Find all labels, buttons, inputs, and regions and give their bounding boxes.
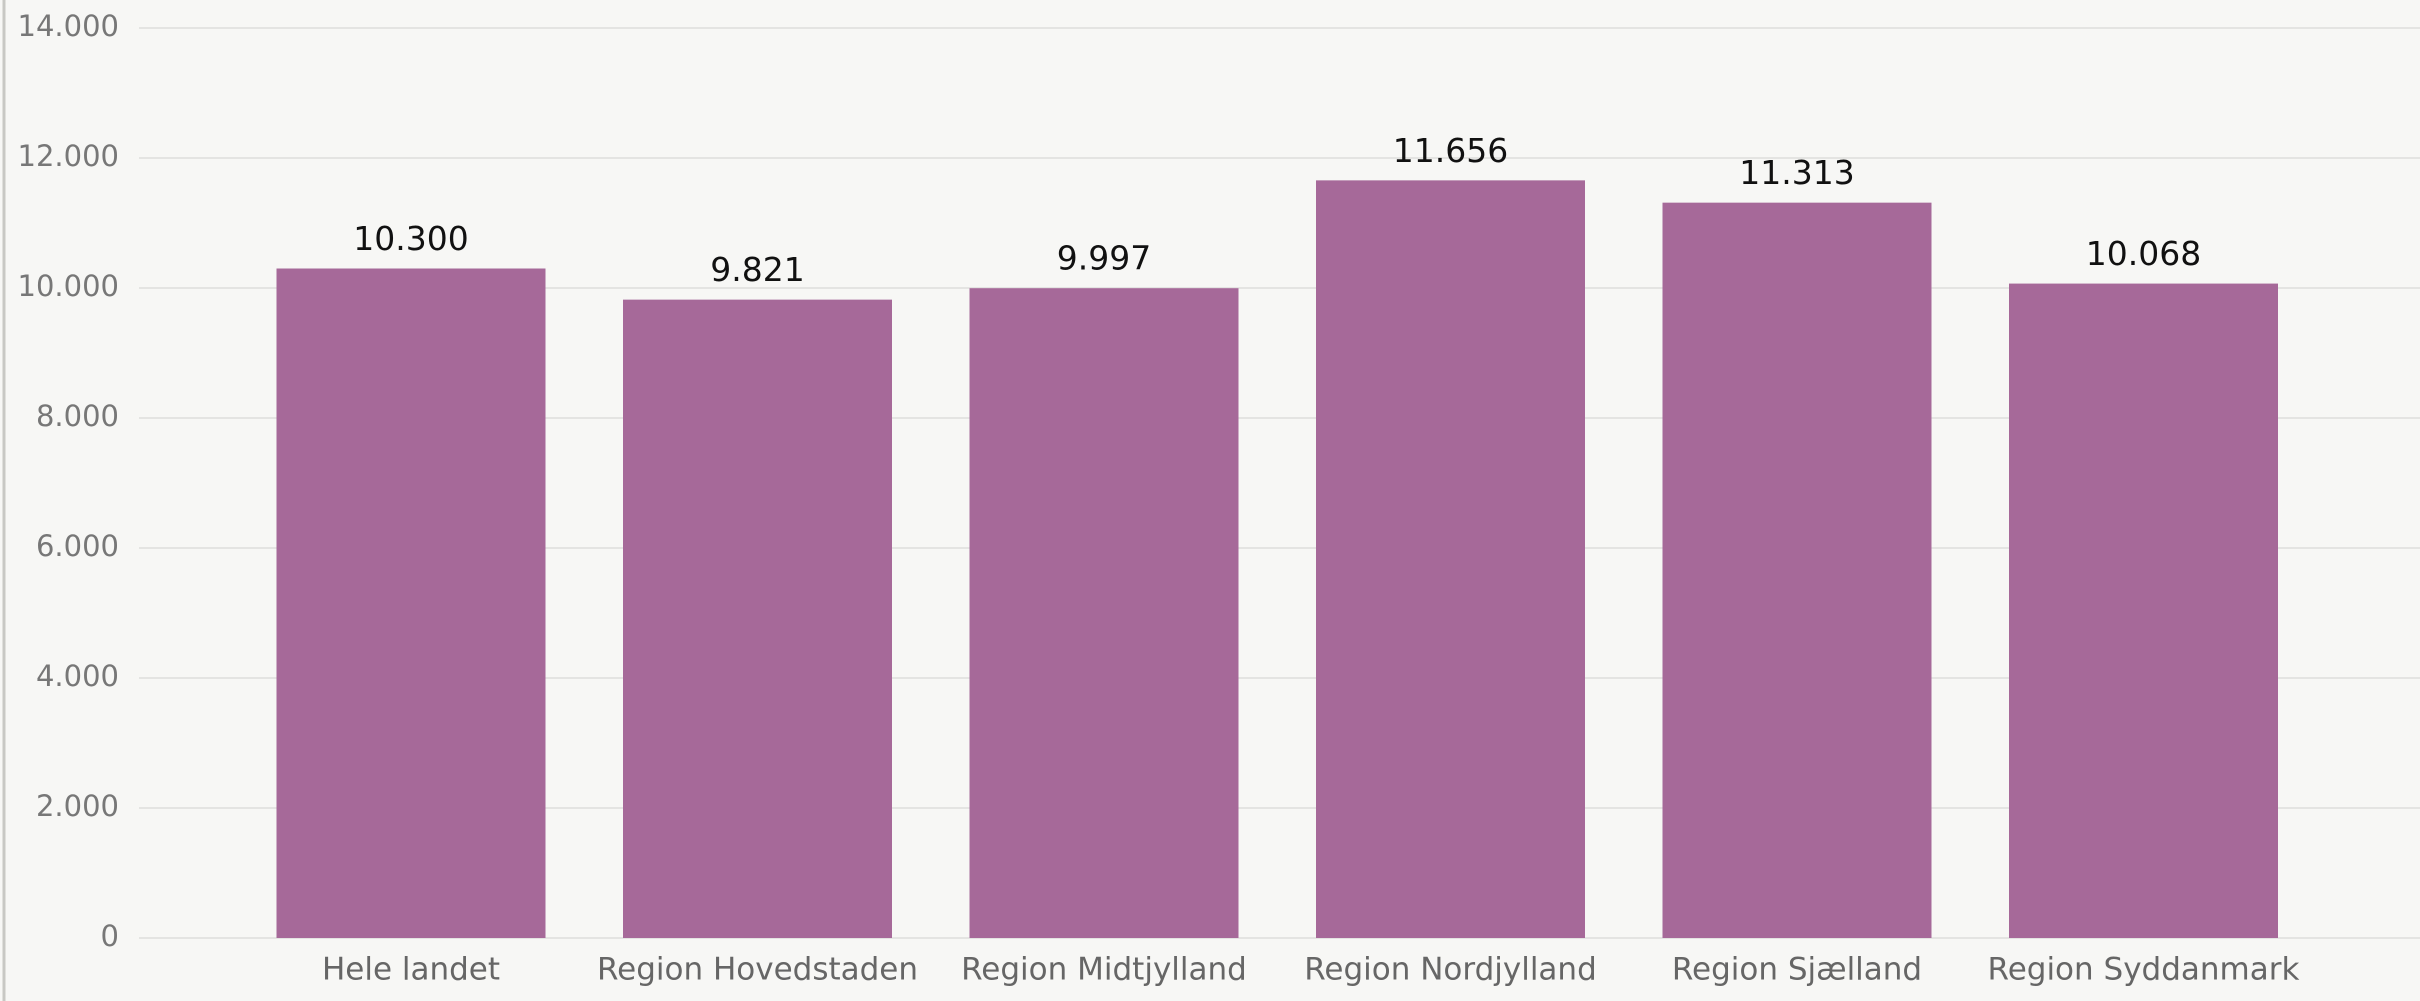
x-tick-label: Region Hovedstaden [597, 952, 918, 988]
x-tick-label: Hele landet [322, 952, 500, 988]
bar [1662, 202, 1932, 938]
x-tick-label: Region Syddanmark [1988, 952, 2300, 988]
y-tick-label: 0 [101, 919, 119, 953]
y-tick-label: 10.000 [18, 269, 119, 303]
bar [623, 299, 892, 938]
value-label: 9.997 [1057, 239, 1151, 278]
y-tick-label: 12.000 [18, 139, 119, 173]
bar [1316, 180, 1585, 939]
y-tick-label: 6.000 [36, 529, 119, 563]
x-tick-label: Region Nordjylland [1304, 952, 1597, 988]
value-label: 11.656 [1393, 131, 1508, 170]
y-tick-label: 8.000 [36, 399, 119, 433]
bar [276, 268, 546, 938]
x-tick-label: Region Midtjylland [961, 952, 1247, 988]
value-label: 10.068 [2086, 234, 2201, 273]
value-label: 10.300 [353, 219, 468, 258]
y-tick-label: 2.000 [36, 789, 119, 823]
value-label: 9.821 [710, 250, 804, 289]
bar [969, 288, 1239, 938]
value-label: 11.313 [1739, 153, 1854, 192]
x-tick-label: Region Sjælland [1672, 952, 1922, 988]
y-tick-label: 4.000 [36, 659, 119, 693]
y-tick-label: 14.000 [18, 9, 119, 43]
bar [2009, 283, 2278, 939]
